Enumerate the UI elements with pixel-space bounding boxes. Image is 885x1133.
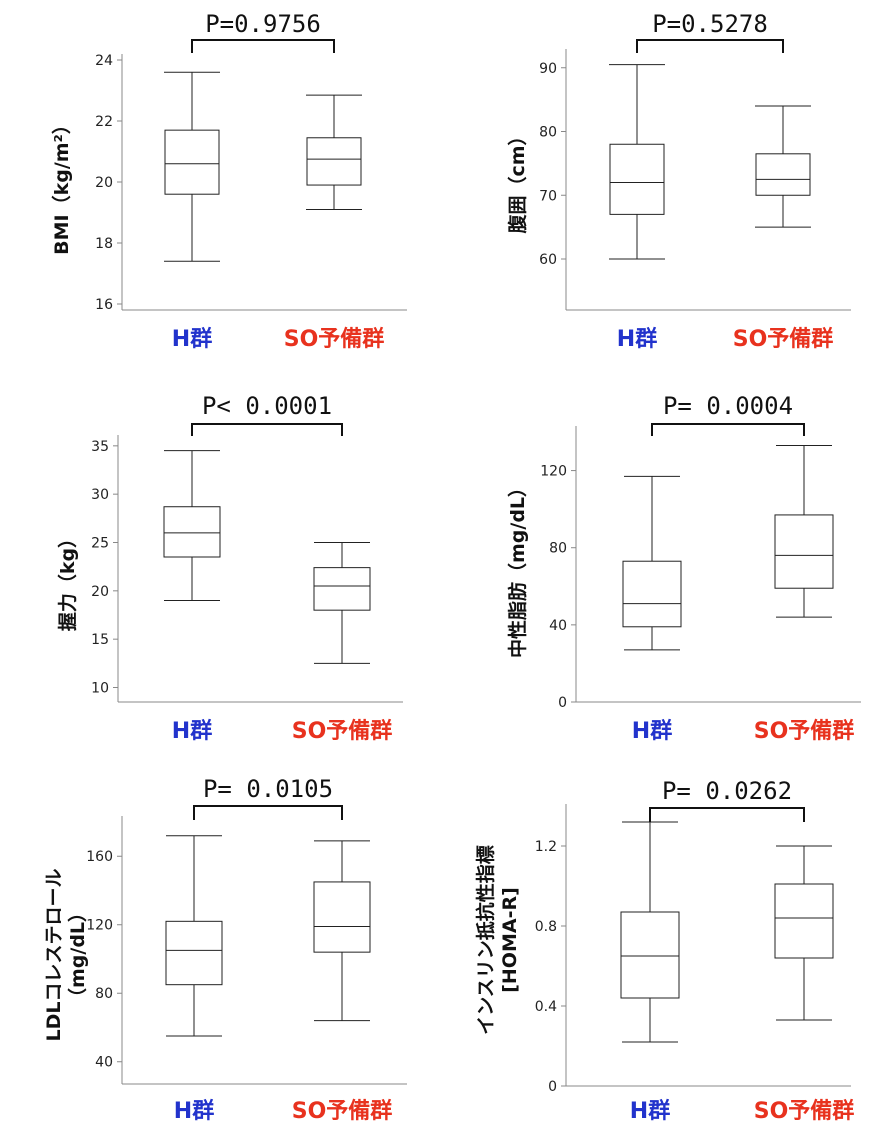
iqr-box [755, 153, 811, 196]
category-label-so: SO予備群 [292, 718, 393, 744]
iqr-box [774, 883, 834, 959]
y-tick-label: 16 [95, 297, 113, 313]
box-so-group [774, 845, 834, 1021]
y-axis-label-line: 握力（kg） [56, 529, 79, 631]
category-label-h: H群 [174, 1098, 214, 1124]
y-tick-label: 90 [539, 61, 557, 77]
chart-panel-6: 0 0.4 0.8 1.2 インスリン抵抗性指標 [HOMA-R] P= 0.0262 H群 S… [474, 777, 854, 1124]
p-value-label: P=0.5278 [652, 10, 768, 38]
y-axis-label: 腹囲（cm） [506, 126, 529, 234]
iqr-box [165, 920, 223, 986]
y-tick-label: 0 [548, 1079, 557, 1095]
y-tick-label: 20 [95, 175, 113, 191]
category-label-h: H群 [630, 1098, 670, 1124]
box-so-group [313, 840, 371, 1022]
y-tick-label: 20 [91, 584, 109, 600]
box-so-group [774, 445, 834, 618]
y-axis-label-line: 中性脂肪（mg/dL） [506, 478, 529, 658]
category-label-so: SO予備群 [754, 1098, 855, 1124]
iqr-box [609, 143, 665, 215]
box-h-group [609, 64, 665, 260]
y-tick-label: 160 [86, 849, 113, 865]
box-h-group [622, 475, 682, 651]
category-label-h: H群 [172, 718, 212, 744]
p-value-bracket [191, 39, 335, 53]
category-label-h: H群 [172, 326, 212, 352]
y-axis-label-line: 腹囲（cm） [506, 126, 529, 234]
iqr-box [313, 881, 371, 953]
y-tick-label: 80 [95, 986, 113, 1002]
y-tick-label: 0.4 [535, 999, 557, 1015]
y-axis-label-line: LDLコレステロール [43, 869, 65, 1042]
box-so-group [313, 542, 371, 664]
y-axis-label: BMI（kg/m²） [50, 115, 73, 255]
p-value-bracket [649, 807, 805, 822]
p-value-bracket [193, 805, 343, 820]
category-label-so: SO予備群 [292, 1098, 393, 1124]
y-tick-label: 30 [91, 487, 109, 503]
y-axis-label-line: BMI（kg/m²） [50, 115, 73, 255]
p-value-bracket [636, 39, 784, 53]
y-tick-label: 40 [95, 1055, 113, 1071]
iqr-box [622, 560, 682, 628]
box-h-group [620, 821, 680, 1043]
y-tick-label: 10 [91, 681, 109, 697]
chart-panel-4: 0 40 80 120 中性脂肪（mg/dL） P= 0.0004 H群 SO予備群 [506, 392, 861, 744]
y-axis-label: インスリン抵抗性指標 [HOMA-R] [474, 845, 521, 1035]
p-value-label: P= 0.0262 [662, 777, 792, 805]
y-axis-label: 中性脂肪（mg/dL） [506, 478, 529, 658]
chart-panel-3: 10 15 20 25 30 35 握力（kg） P< 0.0001 H群 SO予備群 [56, 392, 403, 744]
iqr-box [313, 567, 371, 611]
chart-panel-2: 60 70 80 90 腹囲（cm） P=0.5278 H群 SO予備群 [506, 10, 851, 352]
y-axis-label-line: （mg/dL） [66, 903, 89, 1007]
y-tick-label: 120 [540, 464, 567, 480]
y-axis-label: 握力（kg） [56, 529, 79, 631]
category-label-so: SO予備群 [733, 326, 834, 352]
y-tick-label: 120 [86, 918, 113, 934]
p-value-bracket [651, 423, 805, 436]
y-tick-label: 24 [95, 53, 113, 69]
y-axis-label: LDLコレステロール （mg/dL） [43, 869, 89, 1042]
y-tick-label: 80 [549, 541, 567, 557]
box-so-group [306, 94, 362, 210]
chart-panel-5: 40 80 120 160 LDLコレステロール （mg/dL） P= 0.0105 H群 SO… [43, 775, 407, 1124]
y-tick-label: 35 [91, 439, 109, 455]
category-label-h: H群 [632, 718, 672, 744]
box-so-group [755, 105, 811, 228]
p-value-label: P=0.9756 [205, 10, 321, 38]
chart-panel-1: 16 18 20 22 24 BMI（kg/m²） P=0.9756 H群 SO予備群 [50, 10, 407, 352]
iqr-box [306, 137, 362, 186]
box-h-group [164, 71, 220, 262]
p-value-label: P< 0.0001 [202, 392, 332, 420]
category-label-so: SO予備群 [754, 718, 855, 744]
category-label-h: H群 [617, 326, 657, 352]
y-tick-label: 40 [549, 618, 567, 634]
y-tick-label: 18 [95, 236, 113, 252]
iqr-box [164, 129, 220, 195]
y-tick-label: 0.8 [535, 919, 557, 935]
iqr-box [163, 506, 221, 558]
y-axis-label-line: [HOMA-R] [499, 887, 521, 993]
p-value-label: P= 0.0004 [663, 392, 793, 420]
y-tick-label: 25 [91, 536, 109, 552]
y-tick-label: 22 [95, 114, 113, 130]
y-tick-label: 15 [91, 632, 109, 648]
box-h-group [163, 450, 221, 601]
y-tick-label: 80 [539, 125, 557, 141]
y-tick-label: 1.2 [535, 839, 557, 855]
y-tick-label: 60 [539, 252, 557, 268]
iqr-box [774, 514, 834, 589]
p-value-bracket [191, 423, 343, 436]
y-tick-label: 70 [539, 188, 557, 204]
box-h-group [165, 835, 223, 1037]
p-value-label: P= 0.0105 [203, 775, 333, 803]
category-label-so: SO予備群 [284, 326, 385, 352]
y-tick-label: 0 [558, 695, 567, 711]
iqr-box [620, 911, 680, 999]
y-axis-label-line: インスリン抵抗性指標 [474, 845, 497, 1035]
